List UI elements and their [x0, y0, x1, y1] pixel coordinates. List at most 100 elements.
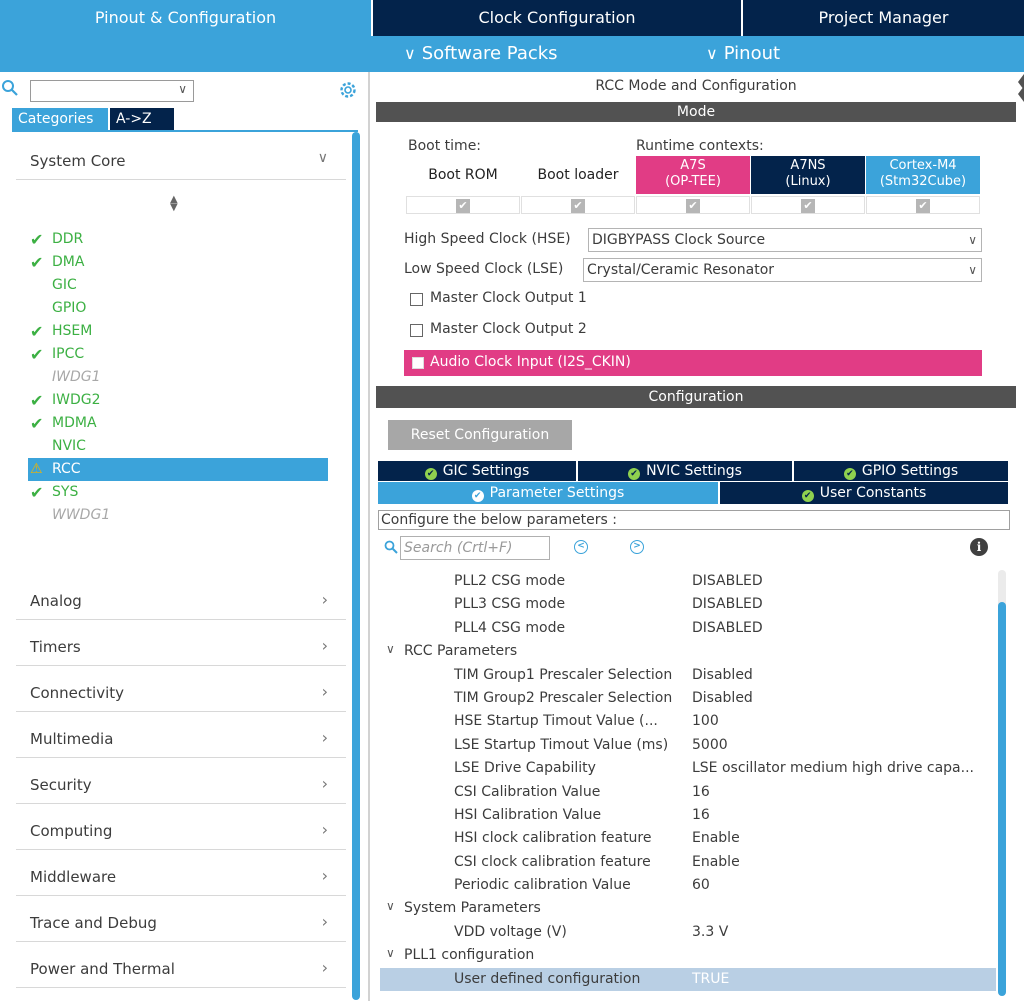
parameter-group[interactable]: ∨ PLL1 configuration: [380, 944, 996, 967]
chevron-down-icon[interactable]: ∨: [178, 82, 187, 96]
parameter-value[interactable]: DISABLED: [692, 619, 763, 636]
hse-select[interactable]: DIGBYPASS Clock Source ∨: [588, 228, 982, 252]
tab-a-to-z[interactable]: A->Z: [110, 108, 174, 130]
search-input[interactable]: ∨: [30, 80, 194, 102]
info-icon[interactable]: i: [970, 538, 988, 556]
context-checkbox[interactable]: ✔: [801, 199, 815, 213]
tab-categories[interactable]: Categories: [12, 108, 108, 130]
tab-parameter-settings[interactable]: ✔ Parameter Settings: [378, 482, 720, 504]
context-checkbox[interactable]: ✔: [571, 199, 585, 213]
parameter-value[interactable]: 5000: [692, 736, 728, 753]
peripheral-item[interactable]: ✔ DMA: [30, 251, 330, 274]
parameter-value[interactable]: Enable: [692, 830, 740, 847]
peripheral-item[interactable]: WWDG1: [30, 504, 330, 527]
tab-user-constants[interactable]: ✔ User Constants: [720, 482, 1008, 504]
parameter-row[interactable]: VDD voltage (V) 3.3 V: [380, 921, 996, 944]
parameter-row[interactable]: CSI clock calibration feature Enable: [380, 851, 996, 874]
parameter-row[interactable]: PLL2 CSG mode DISABLED: [380, 570, 996, 593]
parameter-value[interactable]: 16: [692, 806, 710, 823]
pinout-menu[interactable]: ∨ Pinout: [706, 36, 780, 72]
tab-gic-settings[interactable]: ✔ GIC Settings: [378, 461, 578, 481]
parameter-row[interactable]: TIM Group1 Prescaler Selection Disabled: [380, 664, 996, 687]
parameter-row[interactable]: LSE Startup Timout Value (ms) 5000: [380, 734, 996, 757]
category-timers[interactable]: Timers ›: [16, 626, 346, 666]
parameter-value[interactable]: Disabled: [692, 666, 753, 683]
parameter-value[interactable]: 60: [692, 877, 710, 894]
scrollbar[interactable]: [352, 132, 360, 1000]
category-label: Multimedia: [30, 730, 114, 748]
peripheral-item[interactable]: ✔ DDR: [30, 228, 330, 251]
collapse-arrow-icon[interactable]: [1016, 72, 1024, 104]
parameter-name: TIM Group2 Prescaler Selection: [454, 689, 673, 706]
category-security[interactable]: Security ›: [16, 764, 346, 804]
parameter-row[interactable]: TIM Group2 Prescaler Selection Disabled: [380, 687, 996, 710]
parameter-group[interactable]: ∨ RCC Parameters: [380, 640, 996, 663]
category-connectivity[interactable]: Connectivity ›: [16, 672, 346, 712]
parameter-value[interactable]: Enable: [692, 853, 740, 870]
chevron-down-icon: ∨: [404, 44, 416, 63]
parameter-row[interactable]: HSE Startup Timout Value (... 100: [380, 710, 996, 733]
parameter-value[interactable]: DISABLED: [692, 573, 763, 589]
parameter-value[interactable]: 16: [692, 783, 710, 800]
tab-nvic-settings[interactable]: ✔ NVIC Settings: [578, 461, 794, 481]
chevron-down-icon[interactable]: ∨: [386, 642, 395, 657]
lse-select[interactable]: Crystal/Ceramic Resonator ∨: [583, 258, 982, 282]
mco1-checkbox[interactable]: [410, 293, 423, 306]
parameter-value[interactable]: 100: [692, 713, 719, 730]
parameter-row[interactable]: Periodic calibration Value 60: [380, 874, 996, 897]
previous-match-icon[interactable]: <: [574, 540, 588, 554]
peripheral-item[interactable]: IWDG1: [30, 366, 330, 389]
category-multimedia[interactable]: Multimedia ›: [16, 718, 346, 758]
context-checkbox[interactable]: ✔: [456, 199, 470, 213]
parameter-value[interactable]: DISABLED: [692, 596, 763, 613]
parameter-row[interactable]: LSE Drive Capability LSE oscillator mediu…: [380, 757, 996, 780]
scrollbar[interactable]: [998, 602, 1006, 996]
software-packs-menu[interactable]: ∨ Software Packs: [404, 36, 558, 72]
category-trace-and-debug[interactable]: Trace and Debug ›: [16, 902, 346, 942]
tab-pinout-configuration[interactable]: Pinout & Configuration: [0, 0, 373, 36]
parameter-value[interactable]: LSE oscillator medium high drive capa...: [692, 760, 974, 777]
peripheral-item[interactable]: ✔ MDMA: [30, 412, 330, 435]
category-power-and-thermal[interactable]: Power and Thermal ›: [16, 948, 346, 988]
parameter-name: HSE Startup Timout Value (...: [454, 713, 658, 730]
gear-icon[interactable]: [338, 80, 358, 100]
parameter-row[interactable]: PLL3 CSG mode DISABLED: [380, 593, 996, 616]
chevron-down-icon[interactable]: ∨: [386, 946, 395, 961]
peripheral-item[interactable]: ✔ IPCC: [30, 343, 330, 366]
parameter-group[interactable]: ∨ System Parameters: [380, 897, 996, 920]
next-match-icon[interactable]: >: [630, 540, 644, 554]
peripheral-item[interactable]: ⚠ RCC: [28, 458, 328, 481]
parameter-value[interactable]: 3.3 V: [692, 923, 729, 940]
category-middleware[interactable]: Middleware ›: [16, 856, 346, 896]
parameter-search-input[interactable]: Search (Crtl+F): [400, 536, 550, 560]
peripheral-item[interactable]: ✔ HSEM: [30, 320, 330, 343]
tab-project-manager[interactable]: Project Manager: [743, 0, 1024, 36]
search-icon[interactable]: [0, 78, 24, 100]
chevron-down-icon[interactable]: ∨: [386, 899, 395, 914]
tab-clock-configuration[interactable]: Clock Configuration: [373, 0, 743, 36]
parameter-row[interactable]: HSI clock calibration feature Enable: [380, 827, 996, 850]
parameter-row[interactable]: PLL4 CSG mode DISABLED: [380, 617, 996, 640]
peripheral-item[interactable]: GIC: [30, 274, 330, 297]
parameter-row[interactable]: HSI Calibration Value 16: [380, 804, 996, 827]
mco2-checkbox[interactable]: [410, 324, 423, 337]
configuration-section-header: Configuration: [376, 386, 1016, 408]
category-analog[interactable]: Analog ›: [16, 580, 346, 620]
peripheral-item[interactable]: GPIO: [30, 297, 330, 320]
peripheral-item[interactable]: ✔ SYS: [30, 481, 330, 504]
audio-clock-input-row[interactable]: Audio Clock Input (I2S_CKIN): [404, 350, 982, 376]
peripheral-item[interactable]: NVIC: [30, 435, 330, 458]
reset-configuration-button[interactable]: Reset Configuration: [388, 420, 572, 450]
context-checkbox[interactable]: ✔: [686, 199, 700, 213]
category-computing[interactable]: Computing ›: [16, 810, 346, 850]
category-system-core[interactable]: System Core ∨: [16, 144, 346, 180]
parameter-value[interactable]: TRUE: [688, 970, 996, 987]
parameter-value[interactable]: Disabled: [692, 689, 753, 706]
peripheral-item[interactable]: ✔ IWDG2: [30, 389, 330, 412]
parameter-row[interactable]: CSI Calibration Value 16: [380, 781, 996, 804]
audio-clock-checkbox[interactable]: [412, 357, 424, 369]
context-checkbox[interactable]: ✔: [916, 199, 930, 213]
sort-icon[interactable]: ▲ ▼: [170, 194, 178, 213]
parameter-row[interactable]: User defined configuration TRUE: [380, 967, 996, 992]
tab-gpio-settings[interactable]: ✔ GPIO Settings: [794, 461, 1008, 481]
